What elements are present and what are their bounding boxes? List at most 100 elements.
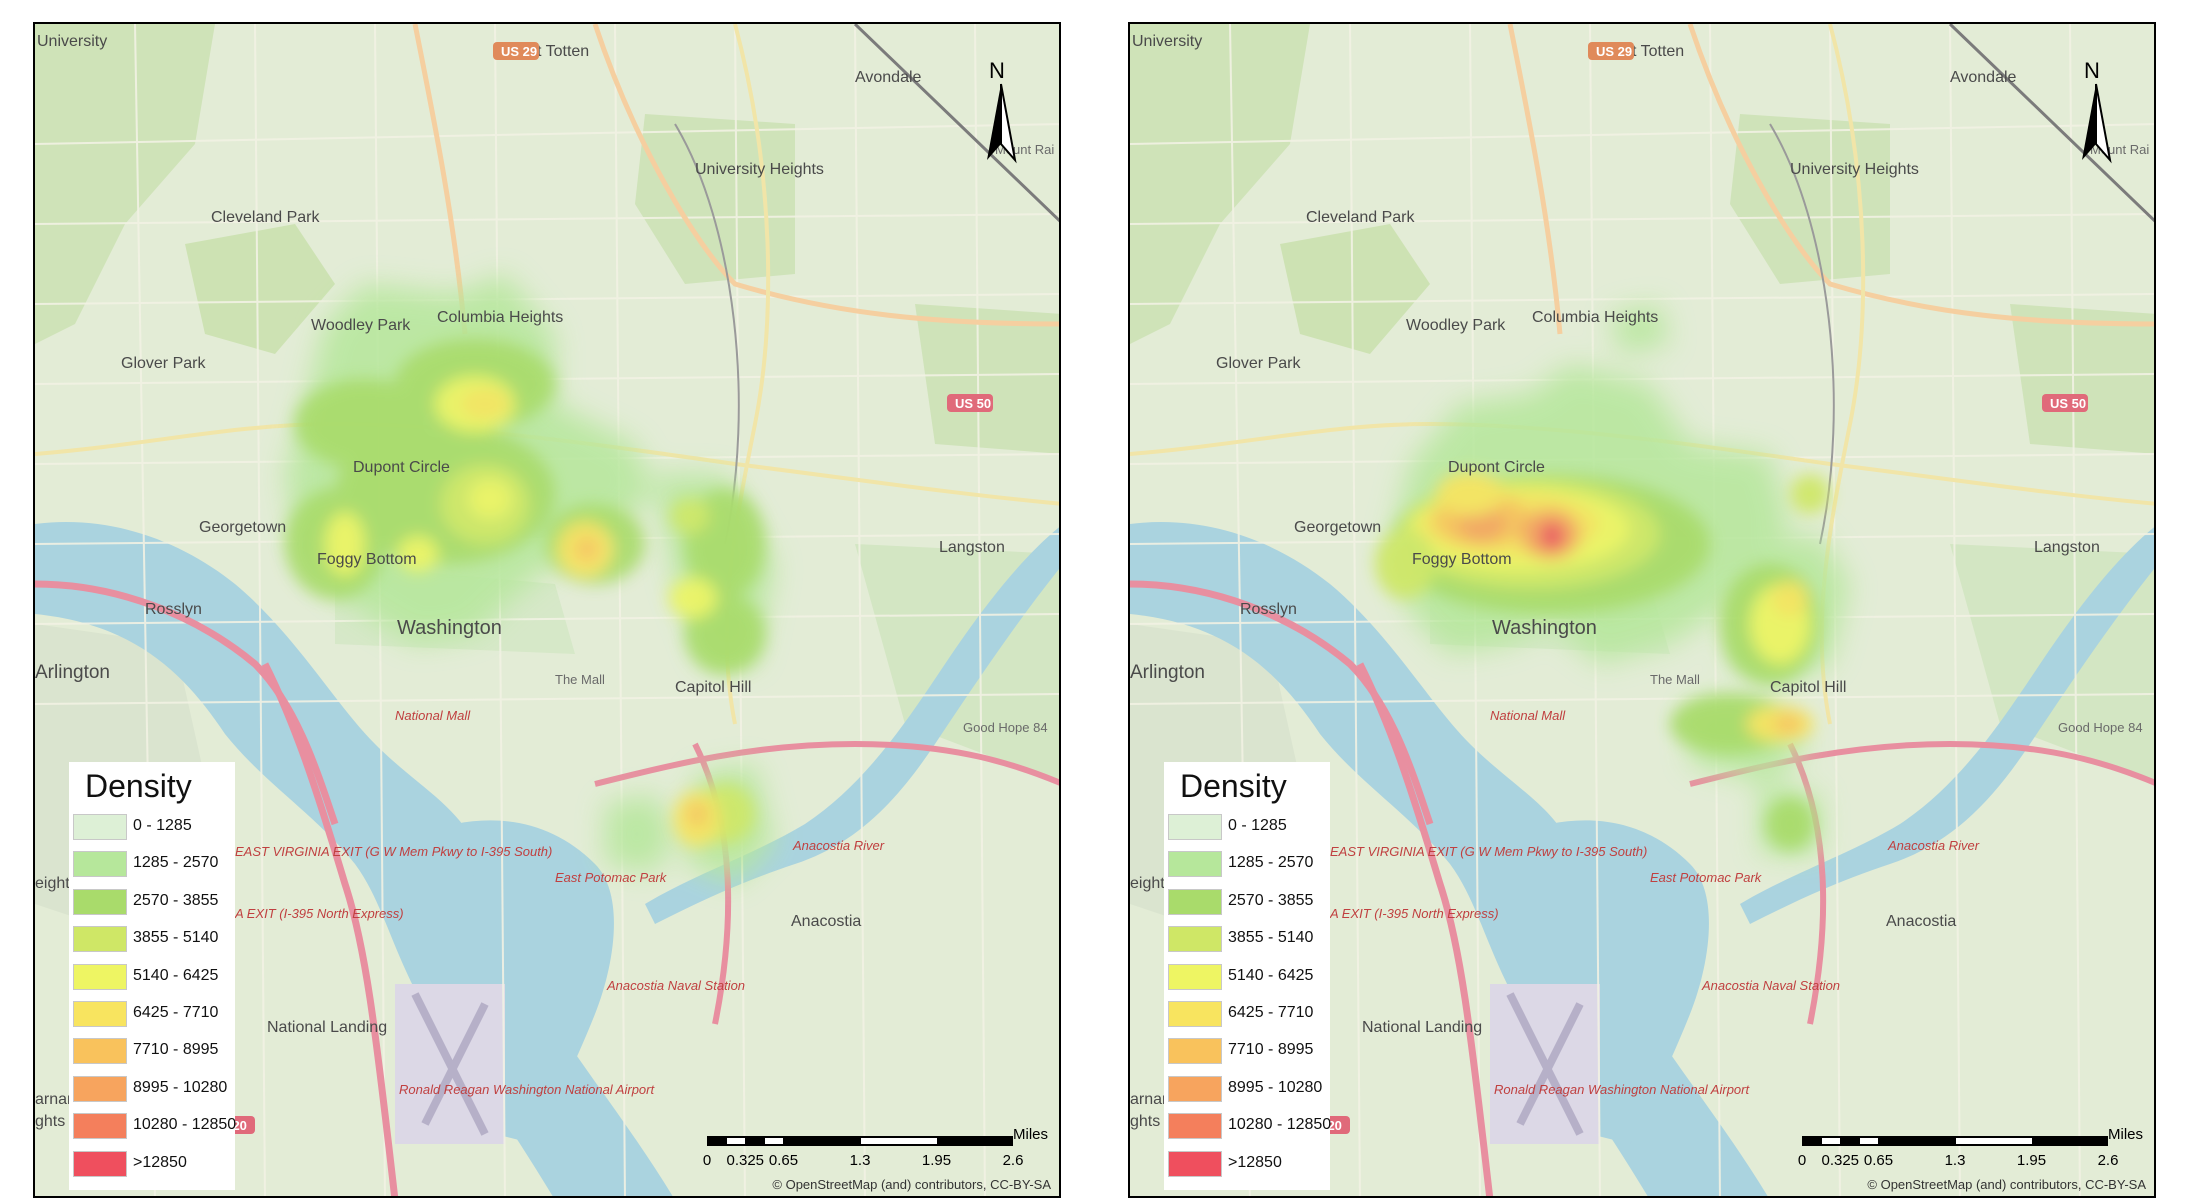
- legend-label: 1285 - 2570: [1228, 854, 1314, 872]
- legend-swatch: [73, 1150, 127, 1177]
- place-label: Avondale: [1950, 69, 2017, 86]
- legend-item: >12850: [69, 1147, 235, 1183]
- legend-swatch: [73, 1001, 127, 1027]
- place-label: University Heights: [1790, 161, 1919, 178]
- washington-channel: [455, 820, 614, 1144]
- place-label: A EXIT (I-395 North Express): [234, 906, 404, 921]
- place-label: Cleveland Park: [211, 209, 321, 226]
- scale-tick-label: 0.325: [726, 1152, 765, 1169]
- place-label: Anacostia Naval Station: [606, 978, 745, 993]
- legend-swatch: [1168, 1113, 1222, 1140]
- legend-swatch: [73, 888, 127, 915]
- route-shield: [1588, 42, 1634, 60]
- place-label: East Potomac Park: [555, 870, 668, 885]
- legend-label: 1285 - 2570: [133, 854, 219, 872]
- place-label: National Mall: [1490, 708, 1566, 723]
- route-shield-label: US 50: [2050, 396, 2086, 411]
- place-label: eight: [35, 875, 70, 892]
- place-label: ghts: [35, 1113, 65, 1130]
- place-label: Columbia Heights: [437, 309, 563, 326]
- street-grid: [35, 24, 1059, 1196]
- legend-item: 3855 - 5140: [69, 922, 235, 958]
- route-shield: [947, 394, 993, 412]
- place-label: The Mall: [1650, 672, 1700, 687]
- park-area: [185, 224, 335, 354]
- place-label: Capitol Hill: [1770, 679, 1846, 696]
- scale-units: Miles: [1013, 1126, 1049, 1143]
- legend-swatch: [73, 1075, 127, 1102]
- place-label: Foggy Bottom: [1412, 551, 1512, 568]
- place-label: National Mall: [395, 708, 471, 723]
- place-label: Anacostia Naval Station: [1701, 978, 1840, 993]
- route-shield: [493, 42, 539, 60]
- legend-item: 6425 - 7710: [69, 997, 235, 1033]
- route-shield-label: US 29: [501, 44, 537, 59]
- map-panel-left[interactable]: University Fort Totten Avondale Mount Ra…: [33, 22, 1061, 1198]
- legend-item: 5140 - 6425: [1164, 960, 1330, 996]
- place-label: East Potomac Park: [1650, 870, 1763, 885]
- legend-swatch: [1168, 814, 1222, 840]
- place-label: The Mall: [555, 672, 605, 687]
- legend-label: 10280 - 12850: [1228, 1116, 1332, 1134]
- scale-tick-label: 0.65: [768, 1152, 799, 1169]
- legend-label: 8995 - 10280: [1228, 1078, 1323, 1096]
- place-label: arnar: [35, 1091, 73, 1108]
- north-arrow-icon: [987, 83, 1017, 164]
- washington-channel: [1550, 820, 1709, 1144]
- park-area: [635, 114, 795, 284]
- place-label: Good Hope 84: [2058, 720, 2143, 735]
- legend-swatch: [1168, 1150, 1222, 1177]
- legend-label: 8995 - 10280: [133, 1078, 228, 1096]
- place-label: Anacostia River: [792, 838, 885, 853]
- legend-item: 5140 - 6425: [69, 960, 235, 996]
- north-arrow: N: [2062, 58, 2132, 180]
- legend-item: 7710 - 8995: [69, 1034, 235, 1070]
- legend-swatch: [73, 851, 127, 878]
- scale-bar-graphic: [707, 1136, 1013, 1146]
- legend-label: 6425 - 7710: [1228, 1004, 1314, 1021]
- scale-tick-label: 0.325: [1821, 1152, 1860, 1169]
- legend-swatch: [73, 963, 127, 990]
- legend-swatch: [73, 926, 127, 953]
- legend-title: Density: [85, 768, 192, 804]
- legend-item: 8995 - 10280: [69, 1072, 235, 1108]
- route-shield: [2042, 394, 2088, 412]
- legend-item: 2570 - 3855: [1164, 885, 1330, 921]
- scale-tick-label: 2.6: [2097, 1152, 2119, 1169]
- legend-item: 0 - 1285: [69, 810, 235, 846]
- north-arrow-label: N: [989, 58, 1005, 83]
- legend-swatch: [1168, 926, 1222, 953]
- legend-label: 5140 - 6425: [1228, 966, 1314, 984]
- map-panel-right[interactable]: University Fort Totten Avondale Mount Ra…: [1128, 22, 2156, 1198]
- legend: Density 0 - 1285 1285 - 2570 2570 - 3855 38…: [1164, 762, 1332, 1190]
- place-label: Washington: [1492, 617, 1597, 639]
- legend-swatch: [73, 814, 127, 840]
- route-shield-label: US 50: [955, 396, 991, 411]
- place-label: Dupont Circle: [1448, 459, 1545, 476]
- legend-label: >12850: [1228, 1153, 1282, 1171]
- place-label: Anacostia: [1886, 913, 1956, 930]
- scale-units: Miles: [2108, 1126, 2144, 1143]
- place-label: Georgetown: [1294, 519, 1381, 536]
- legend: Density 0 - 1285 1285 - 2570 2570 - 3855 38…: [69, 762, 236, 1190]
- place-labels-right: University Fort Totten Avondale Mount Ra…: [1130, 33, 2149, 1134]
- place-label: Anacostia River: [1887, 838, 1980, 853]
- legend-swatch: [1168, 1038, 1222, 1065]
- legend-item: 1285 - 2570: [69, 847, 235, 883]
- legend-item: 10280 - 12850: [69, 1109, 236, 1145]
- place-label: Arlington: [1130, 662, 1205, 683]
- place-label: Good Hope 84: [963, 720, 1048, 735]
- legend-item: 0 - 1285: [1164, 810, 1330, 846]
- density-overlay-left: [285, 274, 775, 884]
- legend-label: 0 - 1285: [133, 817, 192, 834]
- place-label: Ronald Reagan Washington National Airpor…: [1494, 1082, 1750, 1097]
- scale-tick-label: 1.95: [2016, 1152, 2047, 1169]
- legend-item: 8995 - 10280: [1164, 1072, 1330, 1108]
- place-label: University Heights: [695, 161, 824, 178]
- scale-tick-label: 1.3: [849, 1152, 871, 1169]
- legend-item: >12850: [1164, 1147, 1330, 1183]
- legend-label: 2570 - 3855: [1228, 891, 1314, 909]
- place-label: Dupont Circle: [353, 459, 450, 476]
- legend-label: >12850: [133, 1153, 187, 1171]
- scale-tick-label: 0: [1797, 1152, 1807, 1169]
